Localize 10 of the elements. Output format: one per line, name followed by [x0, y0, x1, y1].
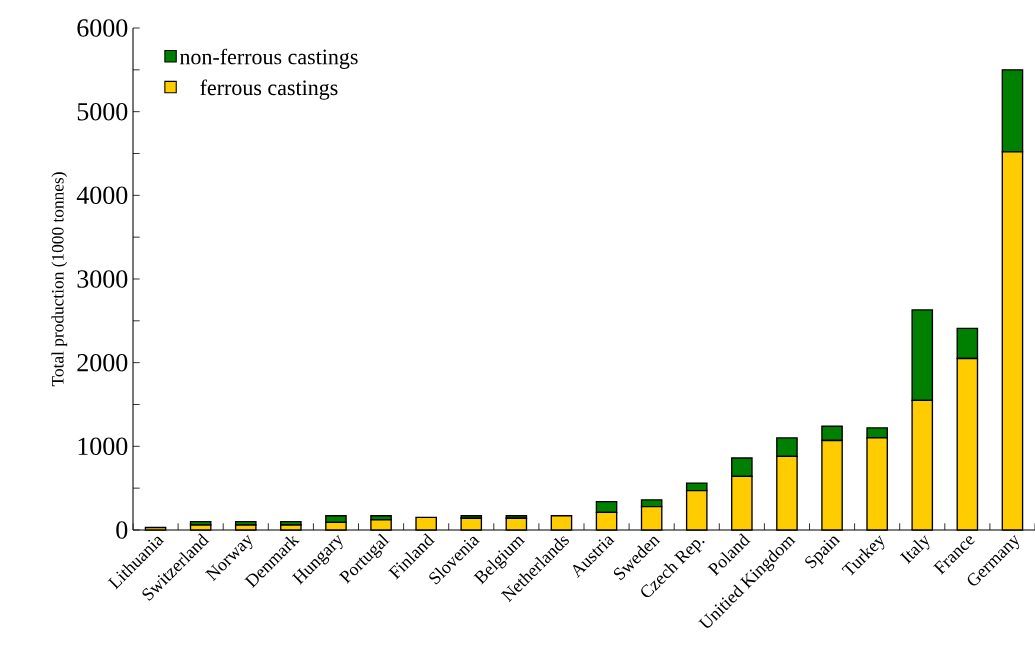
y-tick-label: 3000 — [77, 270, 128, 288]
y-axis-title: Total production (1000 tonnes) — [51, 172, 68, 387]
y-tick-label: 6000 — [77, 19, 128, 37]
y-tick-label: 4000 — [76, 186, 128, 205]
y-tick-label: 5000 — [77, 102, 128, 121]
legend-label: non-ferrous castings — [179, 48, 358, 69]
y-tick-label: 2000 — [77, 353, 128, 372]
x-tick-label: Italy — [899, 535, 930, 564]
y-tick-label: 1000 — [78, 437, 128, 456]
legend-label: ferrous castings — [200, 79, 338, 100]
